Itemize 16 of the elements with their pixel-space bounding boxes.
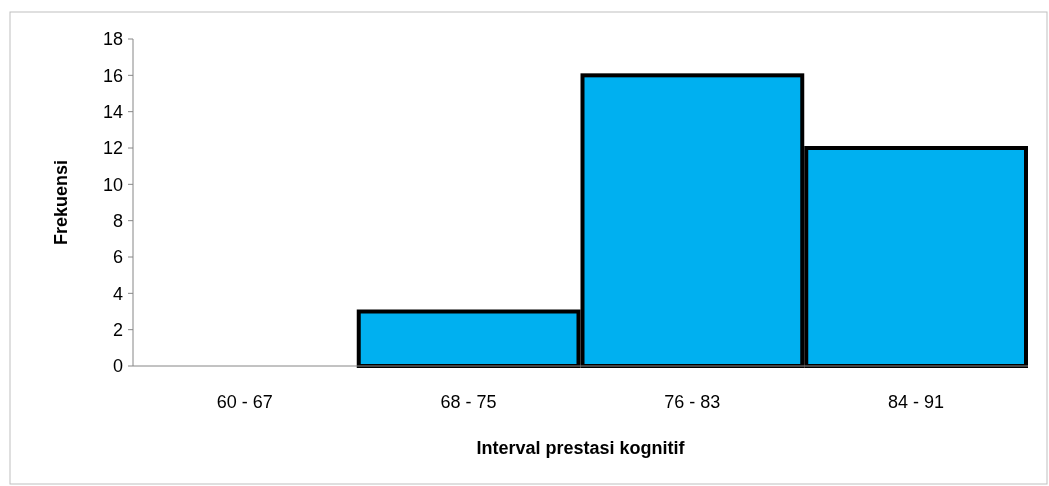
y-tick-label: 14 [102,101,123,122]
x-tick-label: 76 - 83 [664,392,721,412]
y-axis-title: Frekuensi [51,159,71,246]
y-tick-label: 10 [102,174,123,195]
y-tick-label: 2 [112,319,123,340]
y-tick-label: 0 [112,356,123,377]
x-tick-label: 60 - 67 [216,392,273,412]
y-tick-label: 12 [102,138,123,159]
y-tick-label: 16 [102,65,123,86]
y-tick-label: 18 [102,29,123,50]
x-tick-label: 84 - 91 [888,392,945,412]
y-tick-label: 6 [112,247,123,268]
y-tick-label: 4 [112,283,123,304]
x-tick-label: 68 - 75 [440,392,497,412]
y-tick-label: 8 [112,210,123,231]
x-axis-title: Interval prestasi kognitif [476,438,686,458]
